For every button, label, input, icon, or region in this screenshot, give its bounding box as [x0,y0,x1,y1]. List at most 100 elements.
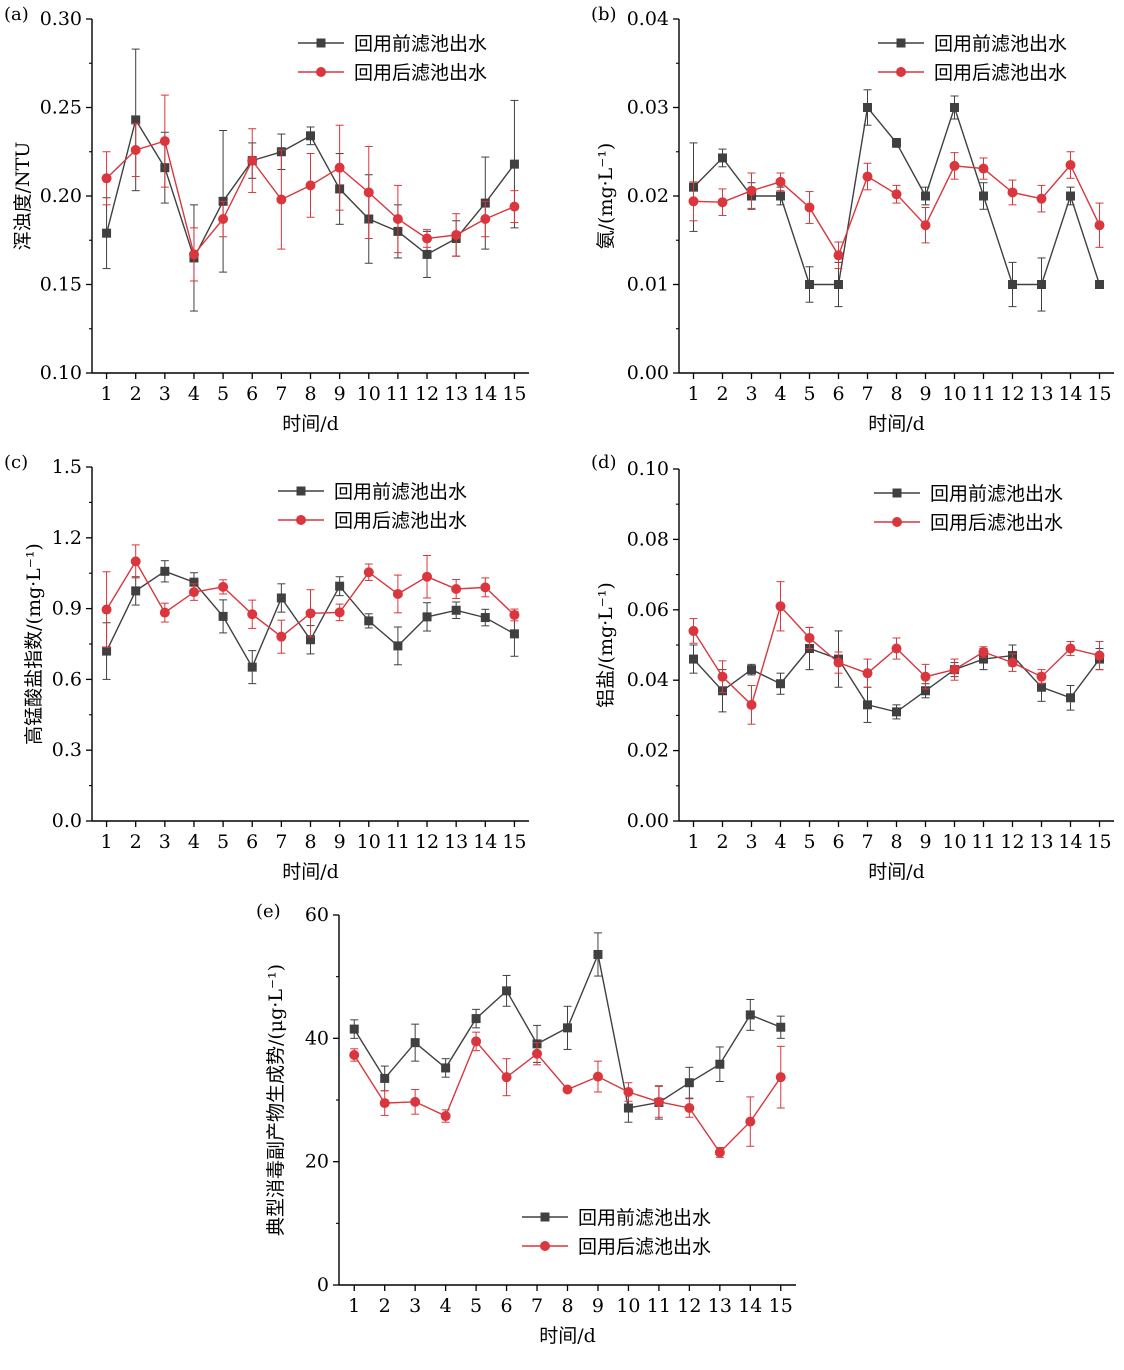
data-point-circle [745,1116,756,1127]
data-point-circle [379,1098,390,1109]
y-tick-label: 0.20 [40,185,82,207]
series-after [101,544,520,654]
x-tick-label: 2 [716,383,728,405]
data-point-square [422,612,432,622]
legend-marker-square [316,38,326,48]
x-tick-label: 3 [159,383,171,405]
x-tick-label: 2 [130,383,142,405]
data-point-square [441,1063,451,1073]
data-point-circle [862,668,873,679]
x-tick-label: 11 [647,1295,671,1317]
x-axis-title: 时间/d [539,1325,596,1347]
data-point-circle [1007,187,1018,198]
data-point-circle [451,229,462,240]
data-point-circle [188,587,199,598]
data-point-square [218,611,228,621]
data-point-circle [422,233,433,244]
data-point-square [718,153,727,163]
data-point-circle [978,647,989,658]
data-point-circle [1036,671,1047,682]
x-tick-label: 11 [971,831,995,853]
legend-label-after: 回用后滤池出水 [930,512,1063,534]
data-point-circle [717,671,728,682]
data-point-circle [501,1072,512,1083]
data-point-square [863,700,872,710]
data-point-circle [471,1036,482,1047]
x-tick-label: 4 [188,383,200,405]
legend-label-before: 回用前滤池出水 [354,33,487,55]
legend-label-after: 回用后滤池出水 [334,510,467,532]
data-point-square [892,138,901,148]
legend-marker-square [296,486,306,496]
x-tick-label: 2 [130,831,142,853]
x-tick-label: 14 [473,831,497,853]
data-point-circle [422,571,433,582]
data-point-circle [978,163,989,174]
data-point-circle [363,187,374,198]
legend-marker-circle [296,515,306,525]
legend-marker-circle [896,67,906,77]
legend-marker-circle [540,1241,550,1251]
data-point-square [451,605,461,615]
data-point-circle [714,1147,725,1158]
x-axis-title: 时间/d [868,861,925,883]
data-point-square [623,1103,633,1113]
data-point-circle [392,214,403,225]
data-point-circle [101,604,112,615]
legend-marker-square [892,488,902,498]
data-point-square [480,613,490,623]
panel-label: (a) [4,4,29,25]
data-point-square [834,280,843,289]
data-point-square [189,577,199,587]
data-point-square [131,586,141,596]
y-tick-label: 0.10 [627,458,669,480]
data-point-square [102,646,112,656]
x-tick-label: 9 [334,831,346,853]
x-tick-label: 11 [386,831,410,853]
series-line-after [353,1040,782,1154]
panel-label: (e) [256,901,281,922]
y-tick-label: 0 [317,1274,329,1296]
x-tick-label: 9 [919,383,931,405]
data-point-square [921,191,930,201]
y-tick-label: 0.9 [52,598,82,620]
x-tick-label: 15 [769,1295,793,1317]
x-tick-label: 10 [616,1295,640,1317]
series-after [349,1031,786,1158]
data-point-square [950,103,959,112]
x-tick-label: 8 [304,831,316,853]
x-tick-label: 7 [275,831,287,853]
x-tick-label: 8 [890,831,902,853]
data-point-square [1008,280,1017,289]
data-point-circle [1065,643,1076,654]
data-point-circle [1065,160,1076,171]
data-point-circle [440,1111,451,1122]
data-point-square [1066,191,1075,201]
x-tick-label: 15 [502,383,526,405]
x-tick-label: 14 [473,383,497,405]
x-tick-label: 3 [745,831,757,853]
data-point-square [1037,682,1046,692]
data-point-circle [949,664,960,675]
x-tick-label: 3 [159,831,171,853]
data-point-square [1066,693,1075,703]
y-axis-title: 高锰酸盐指数/(mg·L⁻¹) [23,543,45,745]
data-point-square [247,662,257,672]
x-tick-label: 4 [188,831,200,853]
y-tick-label: 0.6 [52,668,82,690]
x-tick-label: 1 [348,1295,360,1317]
data-point-circle [1036,193,1047,204]
x-tick-label: 15 [502,831,526,853]
data-point-circle [334,607,345,618]
data-point-circle [920,671,931,682]
data-point-square [393,641,403,651]
x-tick-label: 15 [1087,383,1111,405]
data-point-square [364,616,374,626]
series-line-after [693,163,1101,257]
data-point-square [805,280,814,289]
x-tick-label: 10 [942,831,966,853]
x-tick-label: 11 [386,383,410,405]
data-point-square [1037,280,1046,289]
data-point-square [593,949,603,959]
